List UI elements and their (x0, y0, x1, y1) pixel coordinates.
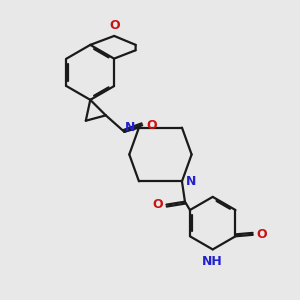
Text: NH: NH (202, 255, 223, 268)
Text: O: O (152, 198, 163, 211)
Text: O: O (146, 119, 157, 132)
Text: N: N (124, 121, 135, 134)
Text: O: O (257, 228, 267, 241)
Text: N: N (186, 175, 196, 188)
Text: O: O (110, 19, 120, 32)
